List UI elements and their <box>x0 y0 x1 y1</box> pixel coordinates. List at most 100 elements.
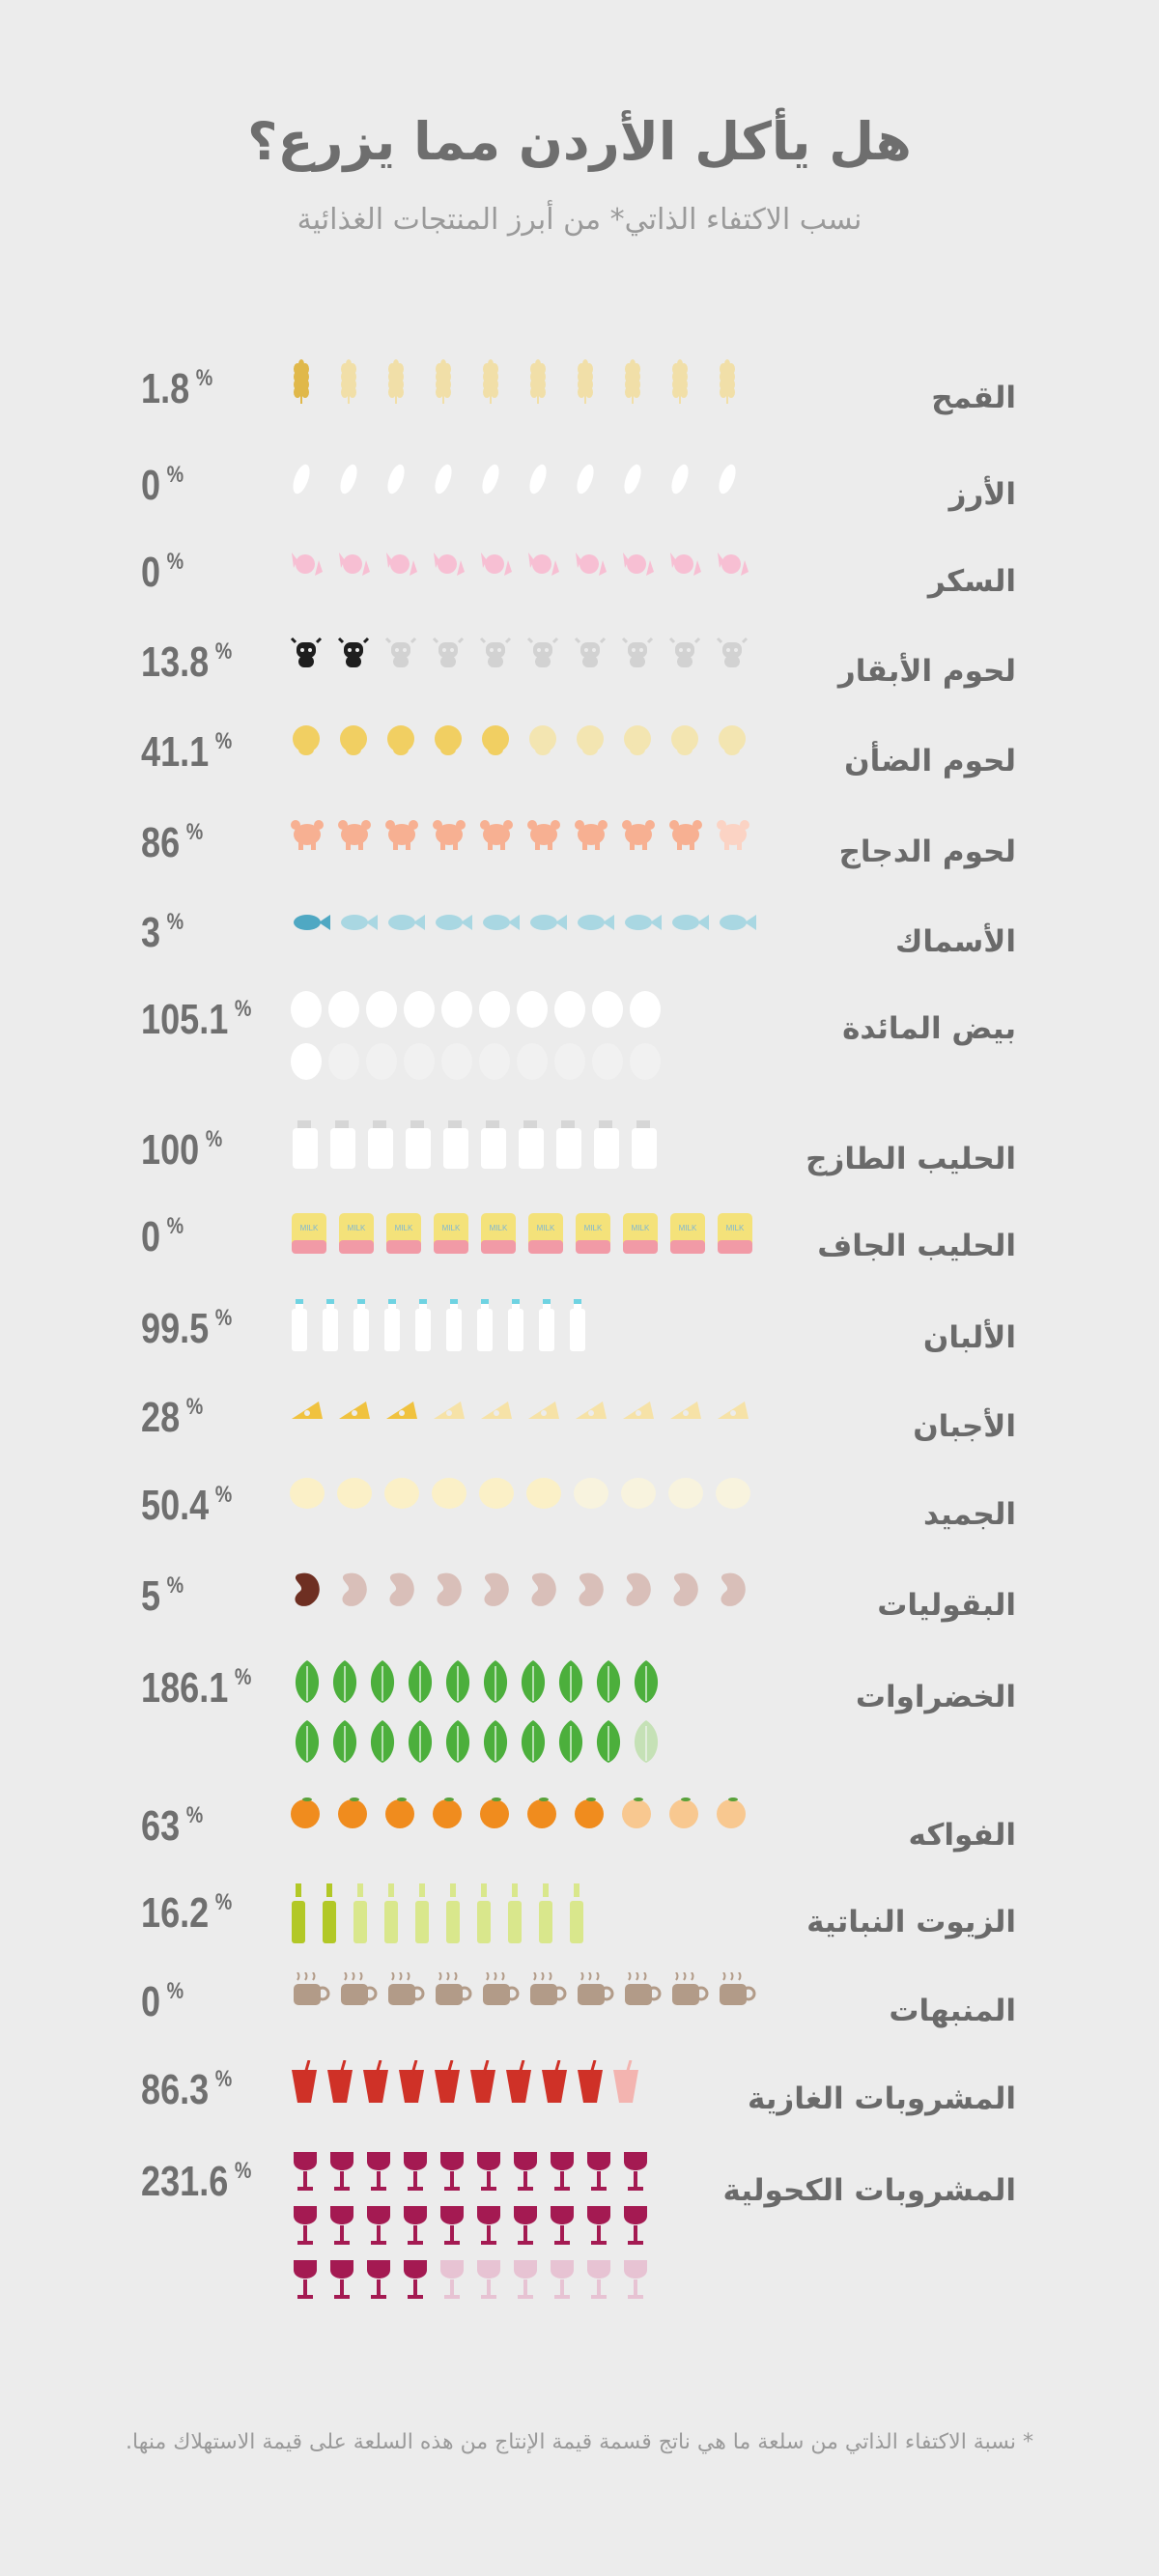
candy-icon <box>481 552 512 576</box>
fish-icon <box>720 915 756 930</box>
wine-glass-icon <box>514 2152 537 2191</box>
item-value: 105.1% <box>141 996 252 1043</box>
cow-icon <box>432 637 465 667</box>
item-label: المشروبات الكحولية <box>722 2173 1016 2208</box>
item-label: القمح <box>931 381 1016 415</box>
item-value: 0% <box>141 1213 184 1260</box>
oil-bottle-icon <box>353 1883 367 1943</box>
chicken-icon <box>527 820 560 850</box>
oil-bottle-icon <box>323 1883 336 1943</box>
powder-milk-icon: MILK <box>434 1213 468 1254</box>
leaf-icon <box>295 1660 320 1703</box>
powder-milk-icon: MILK <box>481 1213 516 1254</box>
rice-icon <box>719 464 736 495</box>
dairy-bottle-icon <box>570 1299 585 1351</box>
bean-icon <box>531 1572 556 1606</box>
cow-icon <box>668 637 701 667</box>
candy-icon <box>576 552 607 576</box>
leaf-icon <box>596 1660 621 1703</box>
dairy-bottle-icon <box>539 1299 554 1351</box>
svg-text:MILK: MILK <box>395 1224 413 1232</box>
icon-strip <box>292 1299 585 1351</box>
coffee-cup-icon <box>530 1972 567 2005</box>
leaf-icon <box>445 1720 470 1763</box>
cow-icon <box>716 637 749 667</box>
wine-glass-icon <box>440 2206 464 2245</box>
svg-text:MILK: MILK <box>442 1224 461 1232</box>
jameed-icon <box>621 1478 656 1509</box>
cheese-icon <box>670 1401 701 1419</box>
item-label: المنبهات <box>889 1994 1016 2028</box>
coffee-cup-icon <box>720 1972 756 2005</box>
icon-strip <box>292 1401 749 1419</box>
leaf-icon <box>634 1660 659 1703</box>
milk-jar-icon <box>556 1120 581 1169</box>
orange-icon <box>291 1798 320 1828</box>
item-label: الحليب الطازج <box>806 1142 1016 1176</box>
leaf-icon <box>634 1720 659 1763</box>
oil-bottle-icon <box>384 1883 398 1943</box>
leaf-icon <box>370 1720 395 1763</box>
rice-icon <box>671 464 689 495</box>
sheep-icon <box>387 725 414 755</box>
soda-cup-icon <box>435 2060 460 2103</box>
jameed-icon <box>290 1478 325 1509</box>
item-value: 1.8% <box>141 365 213 412</box>
bean-icon <box>437 1572 462 1606</box>
wine-glass-icon <box>330 2152 353 2191</box>
egg-icon <box>630 1043 661 1080</box>
soda-cup-icon <box>542 2060 567 2103</box>
wine-glass-icon <box>294 2152 317 2191</box>
bean-icon <box>579 1572 604 1606</box>
wine-glass-icon <box>367 2260 390 2299</box>
wheat-icon <box>530 359 546 404</box>
item-value: 28% <box>141 1394 204 1441</box>
leaf-icon <box>596 1720 621 1763</box>
item-value: 0% <box>141 1978 184 2025</box>
item-value: 13.8% <box>141 638 233 686</box>
leaf-icon <box>521 1660 546 1703</box>
item-label: الأرز <box>948 477 1016 512</box>
soda-cup-icon <box>613 2060 638 2103</box>
coffee-cup-icon <box>483 1972 520 2005</box>
wine-glass-icon <box>330 2260 353 2299</box>
soda-cup-icon <box>578 2060 603 2103</box>
cheese-icon <box>576 1401 607 1419</box>
item-value: 41.1% <box>141 728 233 776</box>
oil-bottle-icon <box>415 1883 429 1943</box>
soda-cup-icon <box>506 2060 531 2103</box>
fish-icon <box>530 915 567 930</box>
milk-jar-icon <box>406 1120 431 1169</box>
fish-icon <box>672 915 709 930</box>
item-label: لحوم الأبقار <box>837 654 1016 689</box>
cheese-icon <box>481 1401 512 1419</box>
item-label: الخضراوات <box>855 1680 1016 1714</box>
powder-milk-icon: MILK <box>528 1213 563 1254</box>
sheep-icon <box>577 725 604 755</box>
bean-icon <box>673 1572 698 1606</box>
wheat-icon <box>341 359 356 404</box>
icon-strip <box>290 637 749 667</box>
orange-icon <box>669 1798 698 1828</box>
page-title: هل يأكل الأردن مما يزرع؟ <box>247 111 912 172</box>
egg-icon <box>517 1043 548 1080</box>
jameed-icon <box>574 1478 608 1509</box>
powder-milk-icon: MILK <box>718 1213 752 1254</box>
milk-jar-icon <box>594 1120 619 1169</box>
fish-icon <box>483 915 520 930</box>
leaf-icon <box>408 1660 433 1703</box>
cow-icon <box>290 637 323 667</box>
cheese-icon <box>528 1401 559 1419</box>
egg-icon <box>479 1043 510 1080</box>
wine-glass-icon <box>551 2260 574 2299</box>
sheep-icon <box>624 725 651 755</box>
fish-icon <box>388 915 425 930</box>
svg-text:MILK: MILK <box>679 1224 697 1232</box>
egg-icon <box>592 991 623 1028</box>
chicken-icon <box>717 820 749 850</box>
candy-icon <box>434 552 465 576</box>
egg-icon <box>554 1043 585 1080</box>
fish-icon <box>625 915 662 930</box>
wine-glass-icon <box>514 2206 537 2245</box>
oil-bottle-icon <box>292 1883 305 1943</box>
